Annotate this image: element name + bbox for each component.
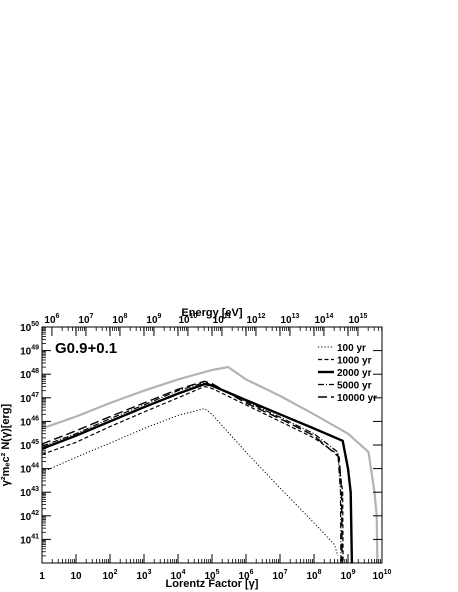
y-tick-label: 1041 bbox=[20, 533, 39, 546]
y-tick-label: 1044 bbox=[20, 463, 39, 476]
y-tick-label: 1048 bbox=[20, 368, 39, 381]
series-line-100-yr bbox=[41, 408, 339, 557]
x-tick-label: 108 bbox=[306, 569, 321, 582]
y-tick-label: 1050 bbox=[20, 321, 39, 334]
legend-label: 1000 yr bbox=[337, 356, 372, 367]
x2-tick-label: 109 bbox=[146, 313, 161, 326]
y-axis-title: γ²mₑc² N(γ)[erg] bbox=[0, 403, 12, 486]
series-line-10000-yr bbox=[41, 380, 343, 564]
x2-tick-label: 1015 bbox=[348, 313, 367, 326]
x-tick-label: 104 bbox=[170, 569, 185, 582]
chart-title: G0.9+0.1 bbox=[55, 340, 117, 357]
x2-tick-label: 1010 bbox=[178, 313, 197, 326]
x-tick-label: 109 bbox=[340, 569, 355, 582]
x2-tick-label: 108 bbox=[112, 313, 127, 326]
y-tick-label: 1045 bbox=[20, 439, 39, 452]
y-tick-label: 1043 bbox=[20, 486, 39, 499]
x2-tick-label: 107 bbox=[78, 313, 93, 326]
x2-tick-label: 106 bbox=[44, 313, 59, 326]
x2-tick-label: 1014 bbox=[314, 313, 333, 326]
y-tick-label: 1046 bbox=[20, 415, 39, 428]
x-tick-label: 1 bbox=[39, 571, 45, 582]
legend-label: 10000 yr bbox=[337, 393, 377, 404]
x-tick-label: 10 bbox=[70, 571, 82, 582]
y-tick-label: 1042 bbox=[20, 510, 39, 523]
legend-label: 5000 yr bbox=[337, 381, 372, 392]
x-tick-label: 107 bbox=[272, 569, 287, 582]
x2-tick-label: 1013 bbox=[280, 313, 299, 326]
legend-label: 100 yr bbox=[337, 343, 366, 354]
series-line-1000-yr bbox=[41, 385, 344, 564]
y-tick-label: 1047 bbox=[20, 392, 39, 405]
x2-axis-title: Energy [eV] bbox=[181, 307, 242, 319]
legend-label: 2000 yr bbox=[337, 368, 372, 379]
x2-tick-label: 1012 bbox=[246, 313, 265, 326]
x-axis-title: Lorentz Factor [γ] bbox=[166, 578, 259, 590]
x-tick-label: 102 bbox=[102, 569, 117, 582]
x2-tick-label: 1011 bbox=[213, 313, 232, 326]
x-tick-label: 1010 bbox=[373, 569, 392, 582]
x-tick-label: 105 bbox=[204, 569, 219, 582]
series-line-reference bbox=[41, 366, 379, 564]
y-tick-label: 1049 bbox=[20, 345, 39, 358]
x-tick-label: 103 bbox=[136, 569, 151, 582]
x-tick-label: 106 bbox=[238, 569, 253, 582]
